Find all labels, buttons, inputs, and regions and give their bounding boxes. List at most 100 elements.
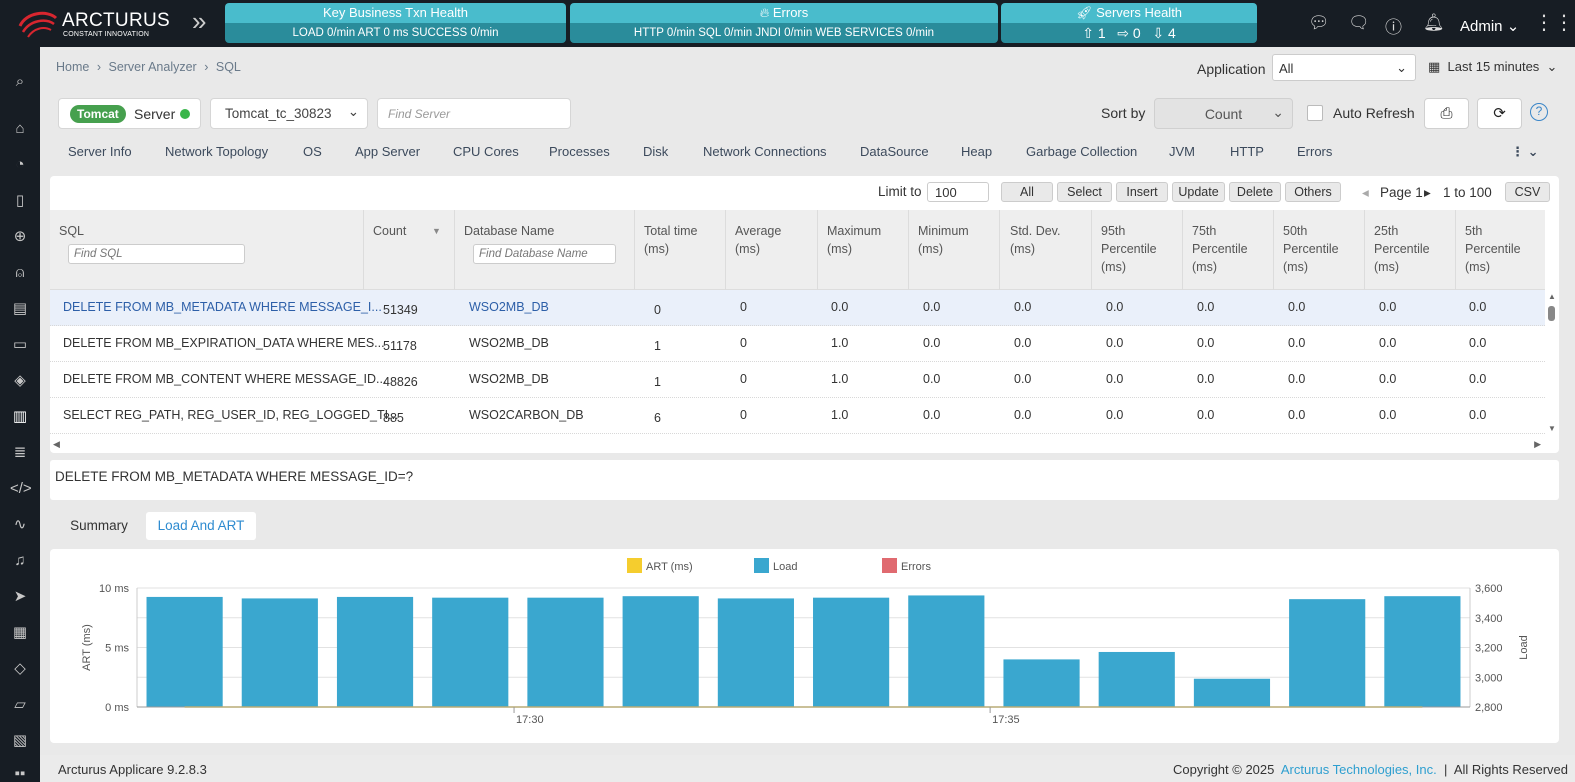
print-button[interactable]: ⎙ (1424, 98, 1469, 129)
filter-all-button[interactable]: All (1001, 182, 1053, 202)
table-row[interactable]: SELECT REG_PATH, REG_USER_ID, REG_LOGGED… (50, 398, 1545, 434)
bar-chart-icon[interactable]: ▥ (12, 408, 28, 425)
tab-heap[interactable]: Heap (961, 144, 993, 159)
tab-os[interactable]: OS (303, 144, 322, 159)
folder-icon[interactable]: ▭ (12, 336, 28, 353)
limit-input[interactable]: 100 (927, 182, 989, 202)
find-database-input[interactable]: Find Database Name (473, 244, 616, 264)
table-row[interactable]: DELETE FROM MB_EXPIRATION_DATA WHERE MES… (50, 326, 1545, 362)
column-header-total-time[interactable]: Total time (ms) (644, 222, 698, 258)
server-select[interactable]: Tomcat_tc_30823 ⌄ (210, 98, 368, 129)
tag-icon[interactable]: ◇ (14, 660, 26, 677)
sidebar: ⌕ ⌂ ◔ ▯ ⊕ ⍝ ▤ ▭ ◈ ▥ ≣ </> ∿ ♫ ➤ ▦ ◇ ▱ ▧ … (0, 47, 40, 782)
expand-menu-icon[interactable]: » (192, 6, 207, 36)
tab-errors[interactable]: Errors (1297, 144, 1333, 159)
load-art-chart-card: ART (ms) Load Errors 3,600 3,400 3,200 3,000 2,… (50, 549, 1559, 743)
page-help-icon[interactable]: ? (1530, 103, 1548, 121)
column-header-database[interactable]: Database Name (464, 224, 555, 238)
column-header-std-dev[interactable]: Std. Dev. (ms) (1010, 222, 1060, 258)
scroll-left-icon[interactable]: ◀ (53, 439, 60, 449)
breadcrumb-home[interactable]: Home (56, 60, 90, 74)
csv-export-button[interactable]: CSV (1505, 182, 1550, 202)
globe-icon[interactable]: ⊕ (13, 228, 27, 245)
folder-open-icon[interactable]: ▱ (14, 696, 26, 713)
user-icon[interactable]: ⍝ (15, 264, 25, 281)
alert-bell-icon[interactable]: ♫ (14, 552, 26, 569)
next-page-icon[interactable]: ▸ (1424, 185, 1431, 200)
vertical-scrollbar[interactable]: ▲ ▼ (1545, 290, 1559, 438)
tab-server-info[interactable]: Server Info (68, 144, 132, 159)
time-range-select[interactable]: ▦ Last 15 minutes ⌄ (1428, 59, 1557, 75)
bell-icon[interactable]: 🔔︎ (1423, 13, 1445, 32)
document-icon[interactable]: ▯ (15, 192, 25, 209)
more-apps-icon[interactable]: ▪▪ (14, 765, 26, 782)
table-row[interactable]: DELETE FROM MB_CONTENT WHERE MESSAGE_ID.… (50, 362, 1545, 398)
arrow-up-circle-icon: ⇧ (1082, 25, 1094, 41)
kpi-servers-health[interactable]: 🚀︎ Servers Health ⇧ 1 ⇨ 0 ⇩ 4 (1001, 3, 1257, 43)
column-header-p25[interactable]: 25th Percentile (ms) (1374, 222, 1430, 276)
column-header-p5[interactable]: 5th Percentile (ms) (1465, 222, 1521, 276)
column-header-p75[interactable]: 75th Percentile (ms) (1192, 222, 1248, 276)
find-sql-input[interactable]: Find SQL (68, 244, 245, 264)
scroll-down-icon[interactable]: ▼ (1548, 424, 1556, 433)
calendar-icon[interactable]: ▦ (12, 624, 28, 641)
auto-refresh-checkbox[interactable] (1307, 105, 1323, 121)
database-icon[interactable]: ≣ (13, 444, 27, 461)
apps-grid-icon[interactable]: ⋮⋮⋮ (1534, 12, 1575, 34)
filter-select-button[interactable]: Select (1057, 182, 1112, 202)
filter-others-button[interactable]: Others (1285, 182, 1341, 202)
table-row[interactable]: DELETE FROM MB_METADATA WHERE MESSAGE_I.… (50, 290, 1545, 326)
company-link[interactable]: Arcturus Technologies, Inc. (1280, 762, 1437, 777)
dashboard-icon[interactable]: ◔ (15, 156, 25, 173)
arcturus-logo[interactable]: ARCTURUS CONSTANT INNOVATION (18, 6, 170, 42)
filter-update-button[interactable]: Update (1172, 182, 1225, 202)
column-header-p50[interactable]: 50th Percentile (ms) (1283, 222, 1339, 276)
comment-icon[interactable]: 🗨︎ (1348, 13, 1370, 32)
horizontal-scrollbar[interactable]: ◀ ▶ (50, 438, 1545, 452)
send-icon[interactable]: ➤ (13, 588, 27, 605)
tab-app-server[interactable]: App Server (355, 144, 421, 159)
code-icon[interactable]: </> (10, 480, 32, 497)
tab-jvm[interactable]: JVM (1169, 144, 1195, 159)
tab-datasource[interactable]: DataSource (860, 144, 929, 159)
tab-summary[interactable]: Summary (70, 518, 128, 533)
column-header-sql[interactable]: SQL (59, 224, 85, 238)
search-icon[interactable]: ⌕ (15, 73, 25, 90)
tab-cpu-cores[interactable]: CPU Cores (453, 144, 519, 159)
tab-load-and-art[interactable]: Load And ART (146, 512, 256, 540)
prev-page-icon[interactable]: ◂ (1362, 185, 1369, 200)
home-icon[interactable]: ⌂ (15, 120, 25, 137)
refresh-button[interactable]: ⟳ (1477, 98, 1522, 129)
user-menu[interactable]: Admin ⌄ (1460, 18, 1520, 35)
chat-icon[interactable]: 💬︎ (1308, 13, 1330, 32)
scroll-up-icon[interactable]: ▲ (1548, 292, 1556, 301)
kpi-errors[interactable]: 🔥︎ Errors HTTP 0/min SQL 0/min JNDI 0/mi… (570, 3, 998, 43)
line-chart-icon[interactable]: ∿ (13, 516, 27, 533)
tab-http[interactable]: HTTP (1230, 144, 1264, 159)
column-header-minimum[interactable]: Minimum (ms) (918, 222, 969, 258)
more-tabs-icon[interactable]: ⋮ ⌄ (1511, 144, 1539, 159)
map-icon[interactable]: ▤ (12, 300, 28, 317)
breadcrumb-server-analyzer[interactable]: Server Analyzer (108, 60, 197, 74)
help-icon[interactable]: ⓘ (1385, 18, 1402, 37)
filter-insert-button[interactable]: Insert (1116, 182, 1168, 202)
column-header-p95[interactable]: 95th Percentile (ms) (1101, 222, 1157, 276)
book-icon[interactable]: ▧ (12, 732, 28, 749)
column-header-count[interactable]: Count (373, 224, 407, 238)
sort-desc-icon[interactable]: ▼ (432, 226, 441, 236)
find-server-input[interactable]: Find Server (377, 98, 571, 129)
kpi-business-txn[interactable]: Key Business Txn Health LOAD 0/min ART 0… (225, 3, 566, 43)
scroll-right-icon[interactable]: ▶ (1534, 439, 1541, 449)
application-select[interactable]: All ⌄ (1272, 54, 1416, 81)
sort-by-select[interactable]: Count ⌄ (1154, 98, 1293, 129)
layers-icon[interactable]: ◈ (14, 372, 26, 389)
tab-disk[interactable]: Disk (643, 144, 669, 159)
tab-network-topology[interactable]: Network Topology (165, 144, 269, 159)
tab-network-connections[interactable]: Network Connections (703, 144, 827, 159)
tab-garbage-collection[interactable]: Garbage Collection (1026, 144, 1138, 159)
filter-delete-button[interactable]: Delete (1229, 182, 1281, 202)
tab-processes[interactable]: Processes (549, 144, 610, 159)
column-header-average[interactable]: Average (ms) (735, 222, 781, 258)
column-header-maximum[interactable]: Maximum (ms) (827, 222, 881, 258)
scroll-thumb[interactable] (1548, 306, 1555, 321)
